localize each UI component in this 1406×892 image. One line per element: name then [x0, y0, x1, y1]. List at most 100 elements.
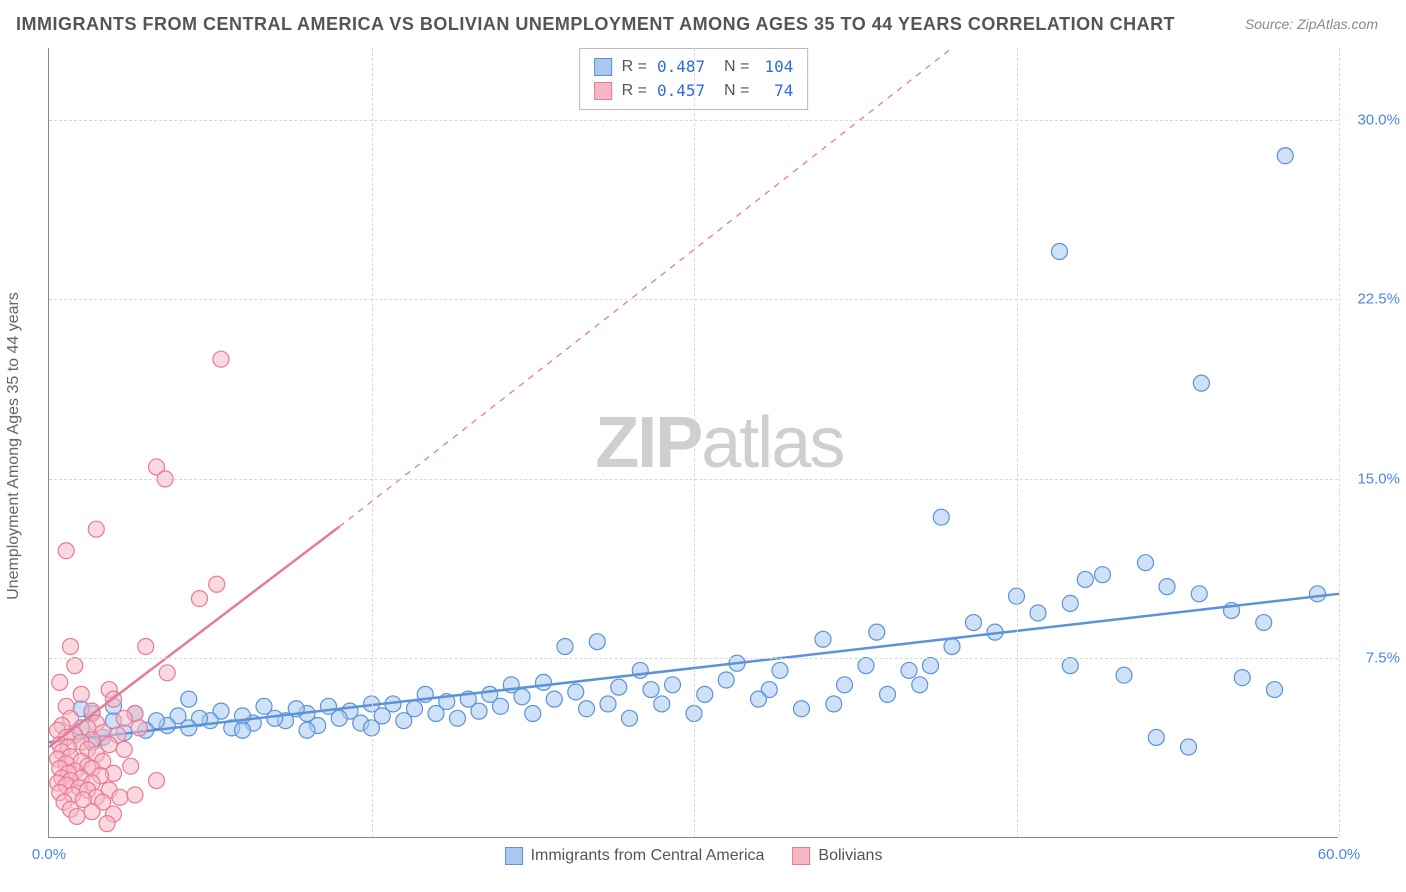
scatter-point	[84, 804, 100, 820]
scatter-point	[299, 722, 315, 738]
scatter-point	[525, 706, 541, 722]
scatter-point	[116, 741, 132, 757]
scatter-point	[67, 658, 83, 674]
scatter-point	[772, 662, 788, 678]
scatter-point	[99, 816, 115, 832]
scatter-point	[1116, 667, 1132, 683]
scatter-point	[149, 773, 165, 789]
scatter-point	[944, 638, 960, 654]
stat-r-label: R =	[622, 79, 647, 103]
scatter-point	[69, 808, 85, 824]
scatter-point	[643, 682, 659, 698]
scatter-point	[1181, 739, 1197, 755]
gridline-v	[1017, 48, 1018, 837]
scatter-point	[912, 677, 928, 693]
y-tick-label: 7.5%	[1346, 650, 1400, 667]
scatter-point	[1062, 595, 1078, 611]
y-axis-label: Unemployment Among Ages 35 to 44 years	[5, 292, 23, 600]
scatter-point	[1052, 243, 1068, 259]
stat-r-value: 0.457	[657, 79, 705, 103]
scatter-point	[697, 686, 713, 702]
scatter-point	[256, 698, 272, 714]
scatter-point	[127, 787, 143, 803]
scatter-point	[396, 713, 412, 729]
scatter-point	[1030, 605, 1046, 621]
scatter-point	[966, 615, 982, 631]
scatter-point	[1159, 579, 1175, 595]
y-tick-label: 30.0%	[1346, 111, 1400, 128]
scatter-point	[213, 351, 229, 367]
legend-swatch	[594, 82, 612, 100]
scatter-point	[1277, 148, 1293, 164]
scatter-point	[235, 722, 251, 738]
legend-swatch	[505, 847, 523, 865]
scatter-point	[880, 686, 896, 702]
scatter-point	[1148, 729, 1164, 745]
scatter-point	[536, 674, 552, 690]
scatter-point	[589, 634, 605, 650]
scatter-point	[73, 686, 89, 702]
scatter-point	[794, 701, 810, 717]
gridline-v	[372, 48, 373, 837]
scatter-point	[1095, 567, 1111, 583]
stat-r-label: R =	[622, 55, 647, 79]
gridline-v	[1339, 48, 1340, 837]
scatter-point	[181, 691, 197, 707]
scatter-point	[450, 710, 466, 726]
scatter-point	[428, 706, 444, 722]
scatter-point	[837, 677, 853, 693]
stat-n-value: 104	[759, 55, 793, 79]
y-tick-label: 15.0%	[1346, 470, 1400, 487]
scatter-point	[579, 701, 595, 717]
scatter-point	[826, 696, 842, 712]
scatter-point	[557, 638, 573, 654]
scatter-point	[88, 521, 104, 537]
chart-title: IMMIGRANTS FROM CENTRAL AMERICA VS BOLIV…	[16, 14, 1175, 35]
legend-item: Immigrants from Central America	[505, 847, 765, 865]
y-tick-label: 22.5%	[1346, 291, 1400, 308]
scatter-point	[58, 543, 74, 559]
scatter-point	[665, 677, 681, 693]
scatter-point	[482, 686, 498, 702]
scatter-point	[1310, 586, 1326, 602]
scatter-point	[138, 638, 154, 654]
scatter-point	[1138, 555, 1154, 571]
bottom-legend: Immigrants from Central America Bolivians	[505, 847, 883, 865]
scatter-point	[112, 789, 128, 805]
scatter-point	[1267, 682, 1283, 698]
scatter-point	[923, 658, 939, 674]
x-tick-label: 60.0%	[1318, 846, 1361, 863]
scatter-point	[654, 696, 670, 712]
scatter-point	[1234, 670, 1250, 686]
scatter-point	[815, 631, 831, 647]
plot-area: ZIPatlas R = 0.487 N = 104R = 0.457 N = …	[48, 48, 1338, 838]
scatter-point	[52, 674, 68, 690]
scatter-point	[869, 624, 885, 640]
scatter-point	[1062, 658, 1078, 674]
legend-label: Bolivians	[818, 847, 882, 865]
legend-swatch	[594, 58, 612, 76]
scatter-point	[600, 696, 616, 712]
legend-item: Bolivians	[792, 847, 882, 865]
scatter-point	[131, 720, 147, 736]
legend-swatch	[792, 847, 810, 865]
x-tick-label: 0.0%	[32, 846, 66, 863]
scatter-point	[1193, 375, 1209, 391]
scatter-point	[546, 691, 562, 707]
source-label: Source: ZipAtlas.com	[1245, 16, 1378, 32]
scatter-point	[123, 758, 139, 774]
scatter-point	[1256, 615, 1272, 631]
scatter-point	[611, 679, 627, 695]
scatter-point	[1191, 586, 1207, 602]
scatter-point	[901, 662, 917, 678]
stat-n-value: 74	[759, 79, 793, 103]
stat-n-label: N =	[715, 79, 749, 103]
scatter-point	[568, 684, 584, 700]
scatter-point	[751, 691, 767, 707]
scatter-point	[718, 672, 734, 688]
scatter-point	[622, 710, 638, 726]
gridline-v	[694, 48, 695, 837]
scatter-point	[209, 576, 225, 592]
stat-n-label: N =	[715, 55, 749, 79]
scatter-point	[192, 591, 208, 607]
